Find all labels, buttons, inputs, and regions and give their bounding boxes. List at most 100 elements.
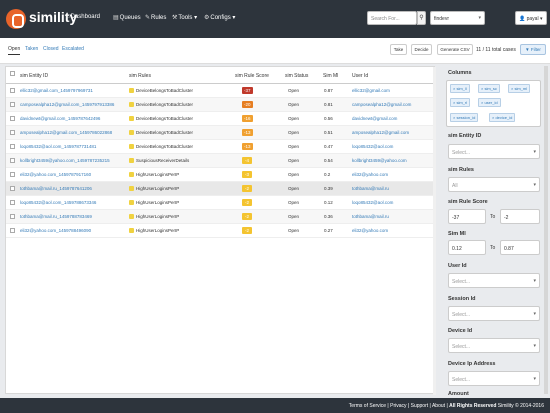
col-header-rules[interactable]: sim Rules [129,73,151,79]
take-button[interactable]: Take [390,44,407,55]
device-ip-filter-label: Device Ip Address [448,361,496,367]
column-chip[interactable]: × sim_rl [450,98,471,107]
col-header-rule-score[interactable]: sim Rule Score [235,73,269,79]
user-id-link[interactable]: davidnewt@gmail.com [352,116,398,121]
row-checkbox[interactable] [10,228,15,233]
col-header-entity-id[interactable]: sim Entity ID [20,73,49,79]
row-checkbox[interactable] [10,158,15,163]
row-checkbox[interactable] [10,102,15,107]
chevron-down-icon: ▾ [533,182,536,188]
search-input[interactable]: Search For... [367,11,417,25]
scope-select[interactable]: findevr ▾ [430,11,485,25]
table-row[interactable]: eli32@yahoo.com_1459788496090 HighUserLo… [6,224,436,238]
nav-rules[interactable]: ✎Rules [145,15,167,21]
user-id-filter[interactable]: Select... ▾ [448,273,540,288]
table-row[interactable]: amposealpha12@gmail.com_1459786022868 De… [6,126,436,140]
row-checkbox[interactable] [10,116,15,121]
row-checkbox[interactable] [10,200,15,205]
table-header: sim Entity ID sim Rules sim Rule Score s… [6,67,436,84]
chevron-down-icon: ▾ [533,278,536,284]
rule-cell: HighUserLoginsPerIP [129,214,179,219]
user-id-link[interactable]: kollbright3459@yahoo.com [352,158,407,163]
table-row[interactable]: ellic32@gmail.com_1459797969731 DeviceBe… [6,84,436,98]
entity-id-link[interactable]: eli32@yahoo.com_1459787917160 [20,172,92,177]
entity-id-link[interactable]: loqo85432@aol.com_1459788673346 [20,200,97,205]
search-button[interactable]: ⚲ [417,11,426,25]
table-row[interactable]: eli32@yahoo.com_1459787917160 HighUserLo… [6,168,436,182]
entity-id-link[interactable]: davidnewt@gmail.com_1459787642496 [20,116,101,121]
filter-icon: ▼ [525,47,530,52]
user-id-link[interactable]: ellic32@gmail.com [352,88,390,93]
user-id-link[interactable]: eli32@yahoo.com [352,172,389,177]
terms-link[interactable]: Terms of Service [348,403,387,409]
rules-filter[interactable]: All ▾ [448,177,540,192]
user-id-link[interactable]: tothbama@mail.ru [352,186,389,191]
user-id-link[interactable]: tothbama@mail.ru [352,214,389,219]
col-header-status[interactable]: sim Status [285,73,309,79]
table-row[interactable]: kollbright3459@yahoo.com_1459787235215 S… [6,154,436,168]
entity-id-filter-label: sim Entity ID [448,133,482,139]
row-checkbox[interactable] [10,144,15,149]
ml-to-input[interactable]: 0.87 [500,240,540,255]
row-checkbox[interactable] [10,172,15,177]
about-link[interactable]: About [431,403,446,409]
column-chip[interactable]: × session_id [450,113,479,122]
generate-csv-button[interactable]: Generate CSV [437,44,473,55]
row-checkbox[interactable] [10,186,15,191]
tab-taken[interactable]: Taken [25,46,39,52]
entity-id-link[interactable]: ellic32@gmail.com_1459797969731 [20,88,93,93]
entity-id-link[interactable]: camposealpha12@gmail.com_1459797913386 [20,102,115,107]
nav-queues[interactable]: ▤Queues [113,15,141,21]
tab-closed[interactable]: Closed [43,46,59,52]
user-menu[interactable]: 👤 payal ▾ [515,11,547,25]
column-chip[interactable]: × sim_ll [450,84,470,93]
user-id-link[interactable]: loqo85432@aol.com [352,200,394,205]
simility-logo-icon[interactable] [6,9,26,29]
col-header-user-id[interactable]: User Id [352,73,369,79]
entity-id-link[interactable]: amposealpha12@gmail.com_1459786022868 [20,130,113,135]
rule-score-to-input[interactable]: -2 [500,209,540,224]
nav-configs[interactable]: ⚙Configs ▾ [204,15,236,21]
table-row[interactable]: davidnewt@gmail.com_1459787642496 Device… [6,112,436,126]
entity-id-link[interactable]: kollbright3459@yahoo.com_1459787235215 [20,158,110,163]
user-id-link[interactable]: camposealpha12@gmail.com [352,102,412,107]
table-row[interactable]: camposealpha12@gmail.com_1459797913386 D… [6,98,436,112]
col-header-ml[interactable]: Sim Ml [323,73,339,79]
entity-id-link[interactable]: eli32@yahoo.com_1459788496090 [20,228,92,233]
device-id-filter[interactable]: Select... ▾ [448,338,540,353]
tab-open[interactable]: Open [8,46,21,55]
row-checkbox[interactable] [10,88,15,93]
column-chip[interactable]: × sim_ml [508,84,531,93]
session-id-filter[interactable]: Select... ▾ [448,306,540,321]
user-id-link[interactable]: eli32@yahoo.com [352,228,389,233]
device-ip-filter[interactable]: Select... ▾ [448,371,540,386]
table-row[interactable]: loqo85432@aol.com_1459788673346 HighUser… [6,196,436,210]
column-chip[interactable]: × device_id [489,113,516,122]
tab-escalated[interactable]: Escalated [62,46,84,52]
privacy-link[interactable]: Privacy [390,403,407,409]
ml-from-input[interactable]: 0.12 [448,240,486,255]
nav-tools[interactable]: ⚒Tools ▾ [172,15,198,21]
nav-dashboard[interactable]: ⌂Dashboard [66,14,100,20]
user-id-link[interactable]: amposealpha12@gmail.com [352,130,410,135]
row-checkbox[interactable] [10,130,15,135]
filter-panel-scrollbar[interactable] [544,66,548,394]
column-chip[interactable]: × user_id [478,98,501,107]
select-all-checkbox[interactable] [10,71,15,76]
row-checkbox[interactable] [10,214,15,219]
decide-button[interactable]: Decide [411,44,432,55]
table-row[interactable]: tothbama@mail.ru_1459788783469 HighUserL… [6,210,436,224]
entity-id-link[interactable]: loqo85432@aol.com_1459787731481 [20,144,97,149]
entity-id-filter[interactable]: Select... ▾ [448,144,540,159]
filter-button[interactable]: ▼ Filter [520,44,546,55]
column-chip[interactable]: × sim_sc [478,84,500,93]
rule-score-from-input[interactable]: -37 [448,209,486,224]
entity-id-link[interactable]: tothbama@mail.ru_1459787641206 [20,186,92,191]
table-scrollbar[interactable] [433,67,436,395]
table-row[interactable]: tothbama@mail.ru_1459787641206 HighUserL… [6,182,436,196]
table-row[interactable]: loqo85432@aol.com_1459787731481 DeviceBe… [6,140,436,154]
user-id-link[interactable]: loqo85432@aol.com [352,144,394,149]
entity-id-link[interactable]: tothbama@mail.ru_1459788783469 [20,214,92,219]
brand-name[interactable]: simility [29,9,78,25]
support-link[interactable]: Support [410,403,429,409]
